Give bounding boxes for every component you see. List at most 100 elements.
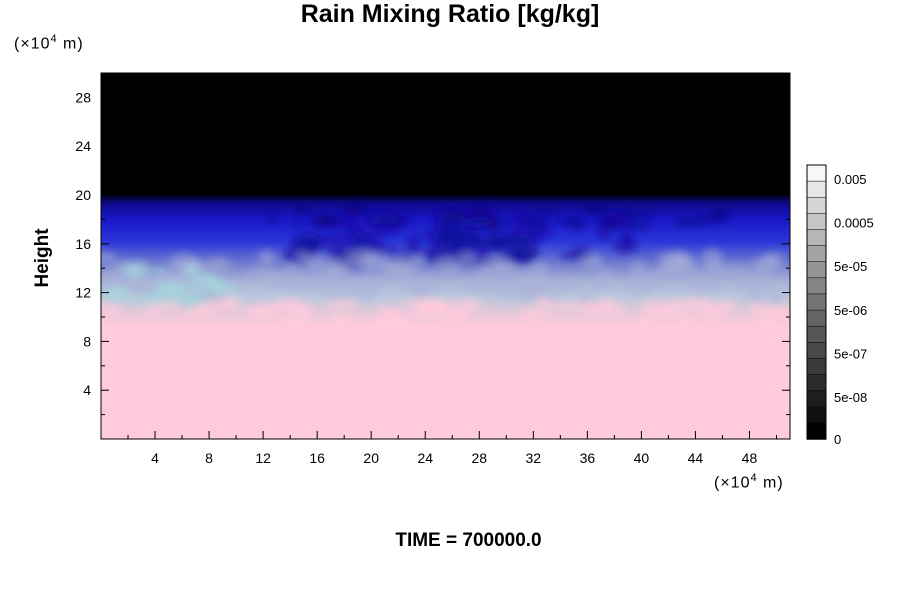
y-tick-label: 8	[83, 333, 91, 349]
cloud-billow	[265, 273, 279, 283]
colorbar-label: 5e-07	[834, 346, 867, 361]
y-axis-unit: (×104 m)	[14, 33, 84, 53]
colorbar-segment	[806, 261, 827, 279]
cloud-billow	[765, 252, 784, 262]
cloud-billow	[435, 257, 462, 275]
colorbar-label: 0	[834, 432, 841, 447]
y-tick-label: 4	[83, 382, 91, 398]
colorbar-segment	[806, 422, 827, 440]
pink-ridge	[535, 297, 554, 309]
plot-frame	[100, 72, 791, 440]
dark-streak	[294, 205, 312, 214]
pink-ridge	[325, 300, 360, 309]
deep-convection-cell	[613, 238, 638, 254]
cloud-billow	[257, 249, 276, 267]
deep-convection-cell	[431, 230, 469, 240]
x-tick-label: 32	[526, 450, 542, 466]
colorbar-segment	[806, 277, 827, 295]
dark-streak	[265, 215, 279, 223]
deep-convection-cell	[295, 233, 321, 256]
colorbar-segment	[806, 180, 827, 198]
heatmap-field	[101, 73, 790, 439]
y-tick-label: 24	[75, 138, 91, 154]
pink-ridge	[588, 304, 628, 318]
dark-streak	[465, 208, 492, 218]
cyan-patch	[189, 278, 204, 293]
cloud-billow	[497, 284, 526, 301]
cloud-billow	[243, 269, 271, 280]
cloud-billow	[578, 292, 594, 305]
x-tick-label: 16	[309, 450, 325, 466]
pink-ridge	[377, 306, 400, 314]
colorbar-segment	[806, 196, 827, 215]
cyan-patch	[155, 282, 184, 297]
dark-streak	[533, 209, 556, 214]
y-tick-label: 20	[75, 187, 91, 203]
deep-convection-cell	[313, 235, 352, 246]
pink-ridge	[517, 309, 553, 322]
dark-streak	[523, 216, 548, 227]
cloud-billow	[531, 262, 549, 280]
colorbar-label: 0.0005	[834, 216, 874, 231]
x-tick-label: 4	[151, 450, 159, 466]
pink-ridge	[669, 298, 705, 311]
cloud-billow	[582, 253, 603, 270]
pink-ridge	[639, 299, 678, 314]
dark-streak	[347, 202, 370, 212]
cloud-billow	[304, 256, 328, 271]
dark-streak	[625, 221, 651, 229]
deep-convection-cell	[488, 229, 504, 252]
colorbar-segment	[806, 342, 827, 360]
colorbar-label: 5e-08	[834, 390, 867, 405]
cloud-billow	[319, 269, 334, 285]
cloud-billow	[630, 260, 647, 278]
cloud-billow	[472, 277, 504, 295]
colorbar-segment	[806, 374, 827, 392]
colorbar-segment	[806, 245, 827, 263]
dark-streak	[711, 209, 731, 218]
colorbar-segment	[806, 293, 827, 311]
y-tick-label: 28	[75, 89, 91, 105]
cloud-billow	[457, 252, 472, 265]
cloud-billow	[688, 272, 710, 290]
x-tick-label: 36	[580, 450, 596, 466]
colorbar-segment	[806, 309, 827, 327]
x-axis-unit: (×104 m)	[714, 472, 784, 492]
deep-convection-cell	[502, 233, 536, 253]
cloud-billow	[719, 264, 751, 281]
pink-ridge	[406, 310, 428, 321]
pink-ridge	[329, 312, 352, 326]
heatmap-structures	[101, 202, 790, 326]
deep-convection-cell	[620, 230, 634, 244]
pink-ridge	[435, 309, 473, 321]
time-label: TIME = 700000.0	[395, 530, 542, 551]
cloud-billow	[358, 278, 379, 298]
dark-streak	[445, 210, 463, 220]
pink-ridge	[768, 305, 786, 318]
cyan-patch	[211, 284, 241, 296]
cloud-billow	[738, 277, 772, 294]
y-tick-label: 12	[75, 285, 91, 301]
colorbar-segment	[806, 213, 827, 231]
x-tick-label: 28	[471, 450, 487, 466]
pink-ridge	[374, 312, 405, 326]
pink-ridge	[271, 300, 307, 311]
cloud-billow	[768, 290, 783, 307]
colorbar-segment	[806, 406, 827, 424]
pink-ridge	[701, 308, 727, 315]
cloud-billow	[480, 258, 515, 275]
cyan-patch	[151, 267, 167, 276]
cloud-billow	[359, 253, 389, 270]
cloud-billow	[519, 285, 554, 300]
x-tick-label: 20	[363, 450, 379, 466]
dark-streak	[602, 220, 628, 225]
cloud-billow	[320, 289, 350, 300]
x-tick-label: 12	[255, 450, 271, 466]
deep-convection-cell	[325, 246, 351, 256]
colorbar: 0.005 0.0005 5e-05 5e-06 5e-07 5e-08 0	[806, 164, 874, 447]
cloud-billow	[594, 278, 607, 293]
colorbar-frame	[806, 164, 827, 440]
colorbar-label: 0.005	[834, 172, 867, 187]
pink-ridge	[140, 310, 160, 321]
deep-convection-cell	[406, 234, 421, 256]
